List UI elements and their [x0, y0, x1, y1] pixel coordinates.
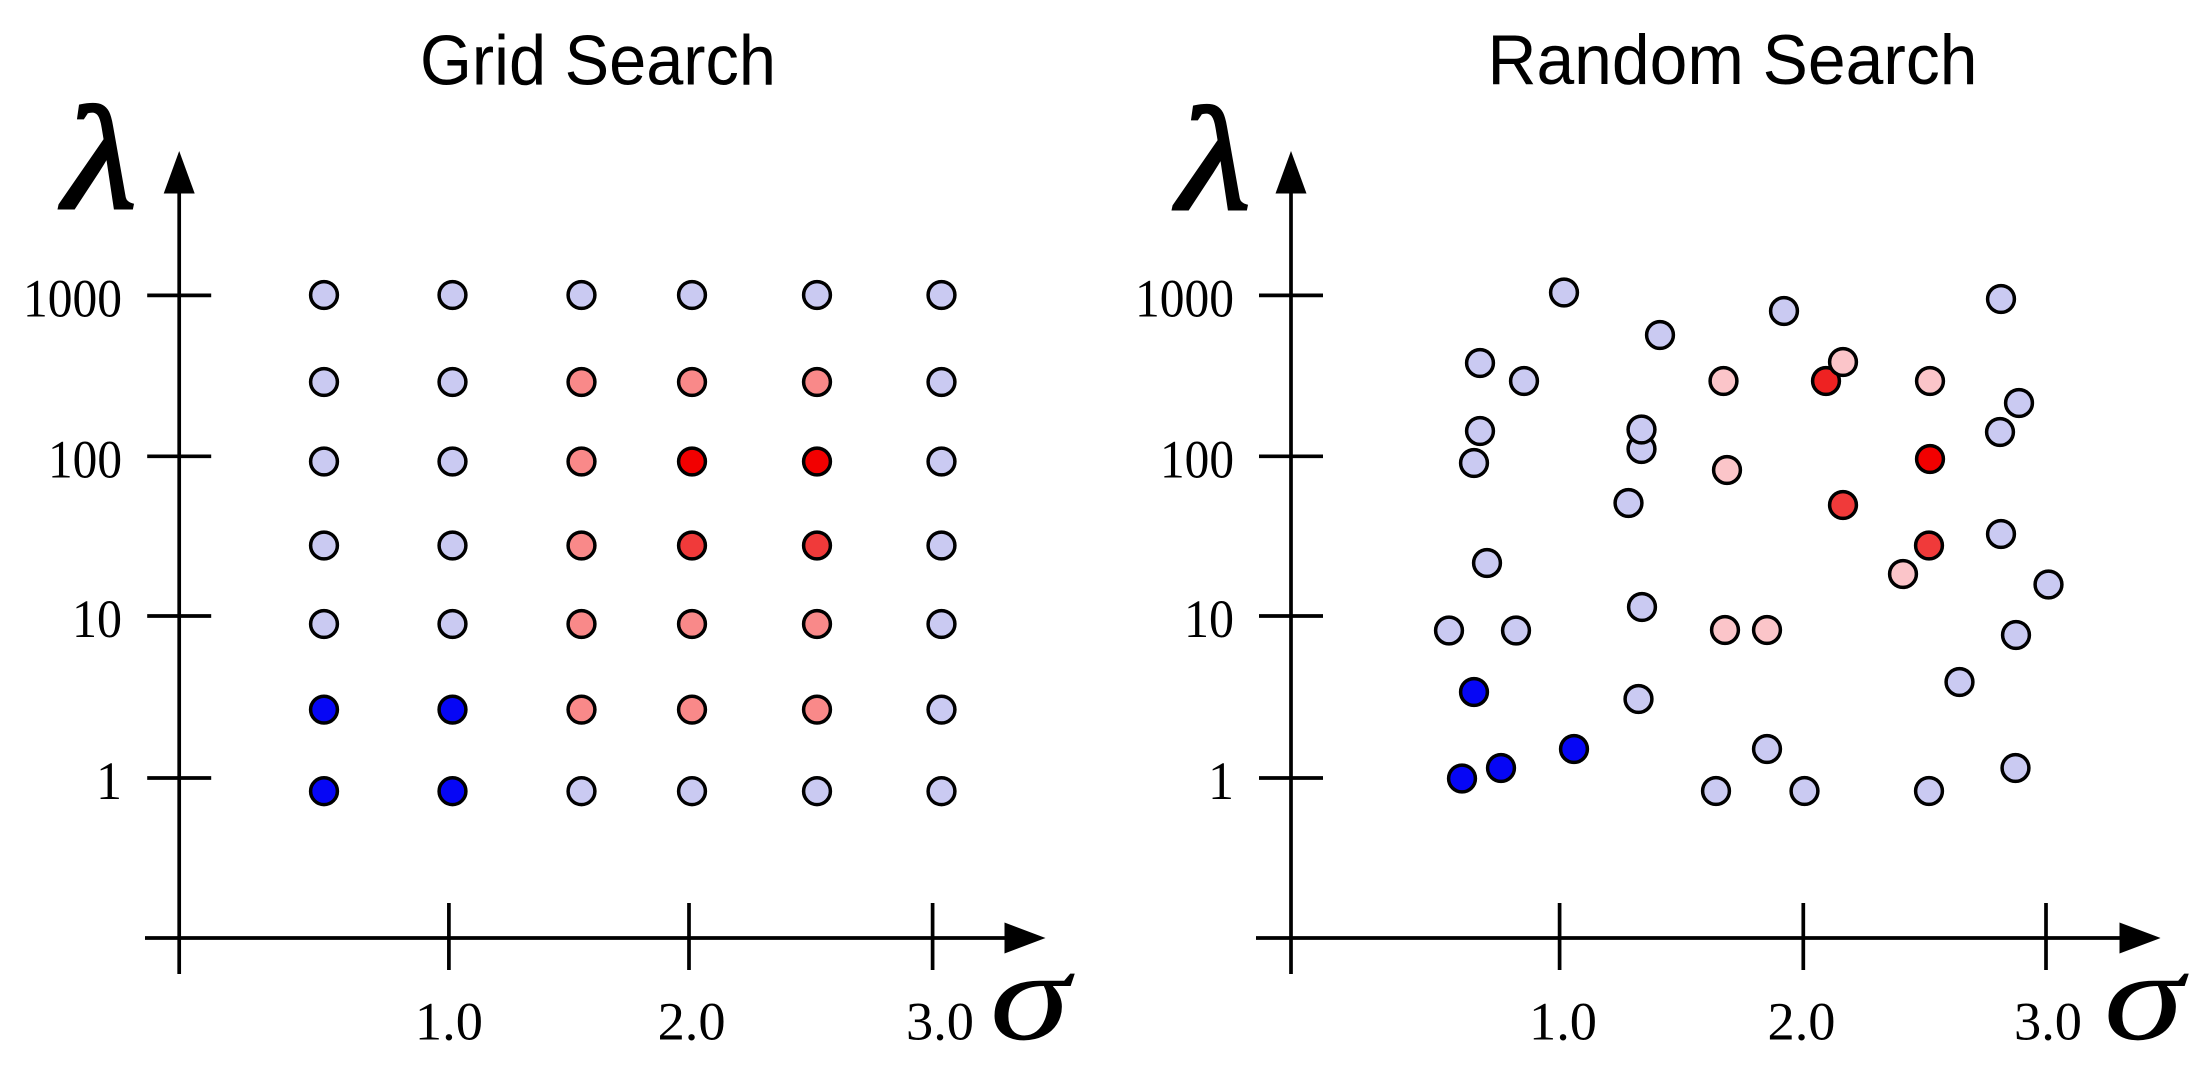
svg-text:100: 100: [1160, 429, 1234, 489]
svg-text:2.0: 2.0: [658, 992, 726, 1052]
svg-text:3.0: 3.0: [906, 992, 974, 1052]
svg-text:Grid Search: Grid Search: [420, 21, 776, 100]
svg-text:Random Search: Random Search: [1488, 20, 1978, 99]
svg-text:λ: λ: [1173, 78, 1250, 241]
svg-text:1.0: 1.0: [415, 992, 483, 1052]
svg-text:100: 100: [48, 429, 122, 489]
svg-text:σ: σ: [990, 927, 1076, 1067]
svg-text:3.0: 3.0: [2014, 992, 2082, 1052]
svg-text:1: 1: [1208, 751, 1234, 811]
svg-text:2.0: 2.0: [1768, 992, 1836, 1052]
svg-text:10: 10: [72, 589, 122, 649]
svg-text:1.0: 1.0: [1529, 992, 1597, 1052]
svg-text:10: 10: [1184, 589, 1234, 649]
svg-text:σ: σ: [2104, 927, 2190, 1067]
svg-text:λ: λ: [59, 77, 136, 240]
svg-text:1000: 1000: [23, 268, 122, 328]
svg-text:1000: 1000: [1135, 268, 1234, 328]
svg-text:1: 1: [96, 751, 122, 811]
